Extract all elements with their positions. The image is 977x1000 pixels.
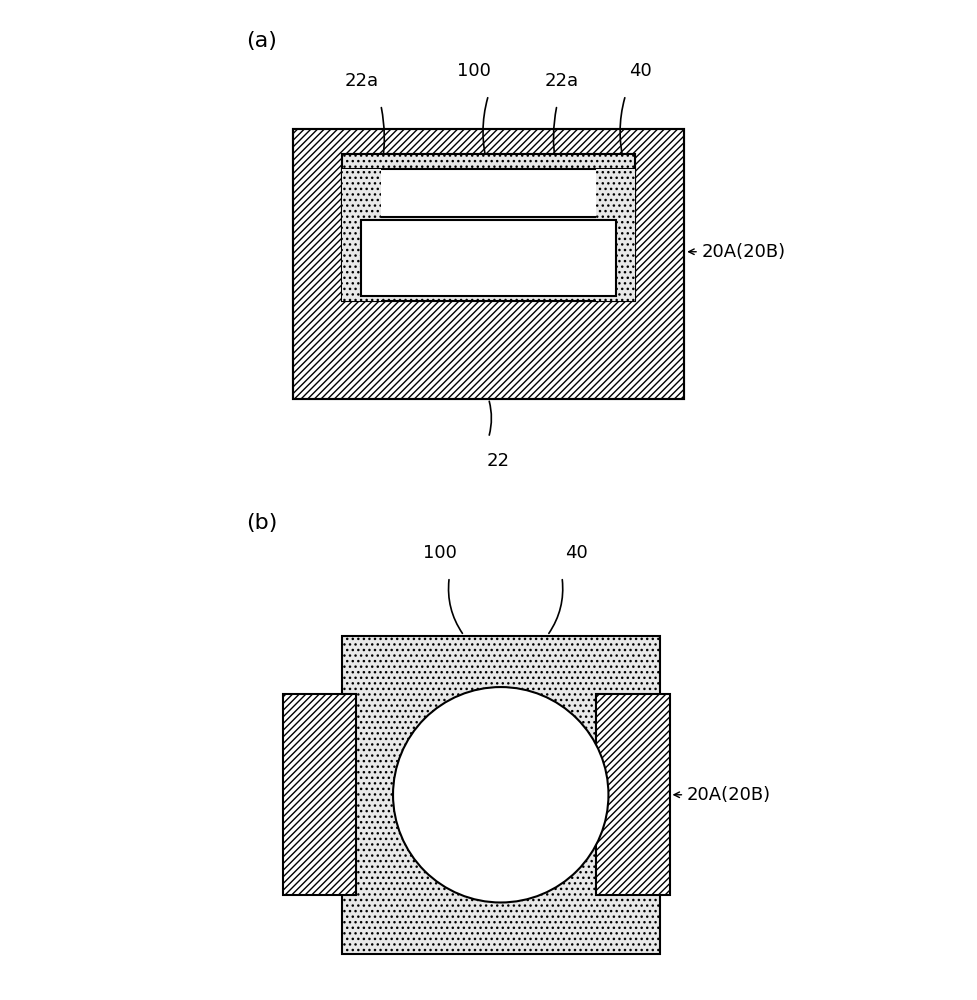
Bar [342, 636, 659, 954]
Bar [361, 220, 616, 296]
Bar [293, 129, 684, 399]
Text: 21: 21 [477, 250, 500, 268]
Bar [596, 694, 669, 895]
Text: 20A(20B): 20A(20B) [701, 243, 786, 261]
Bar [283, 694, 357, 895]
Text: (a): (a) [246, 31, 277, 51]
Text: 22a: 22a [545, 72, 579, 90]
Text: 22: 22 [487, 452, 510, 470]
Bar [596, 169, 635, 301]
Bar [342, 154, 635, 301]
Bar [342, 169, 381, 301]
Text: 20A(20B): 20A(20B) [687, 786, 771, 804]
Bar [342, 169, 635, 217]
Text: 100: 100 [423, 544, 456, 562]
Text: 22a: 22a [344, 72, 378, 90]
Text: 40: 40 [566, 544, 588, 562]
Text: (b): (b) [246, 513, 277, 533]
Circle shape [393, 687, 609, 902]
Bar [293, 129, 684, 399]
Text: 100: 100 [457, 62, 490, 80]
Bar [342, 154, 635, 301]
Text: 40: 40 [629, 62, 652, 80]
